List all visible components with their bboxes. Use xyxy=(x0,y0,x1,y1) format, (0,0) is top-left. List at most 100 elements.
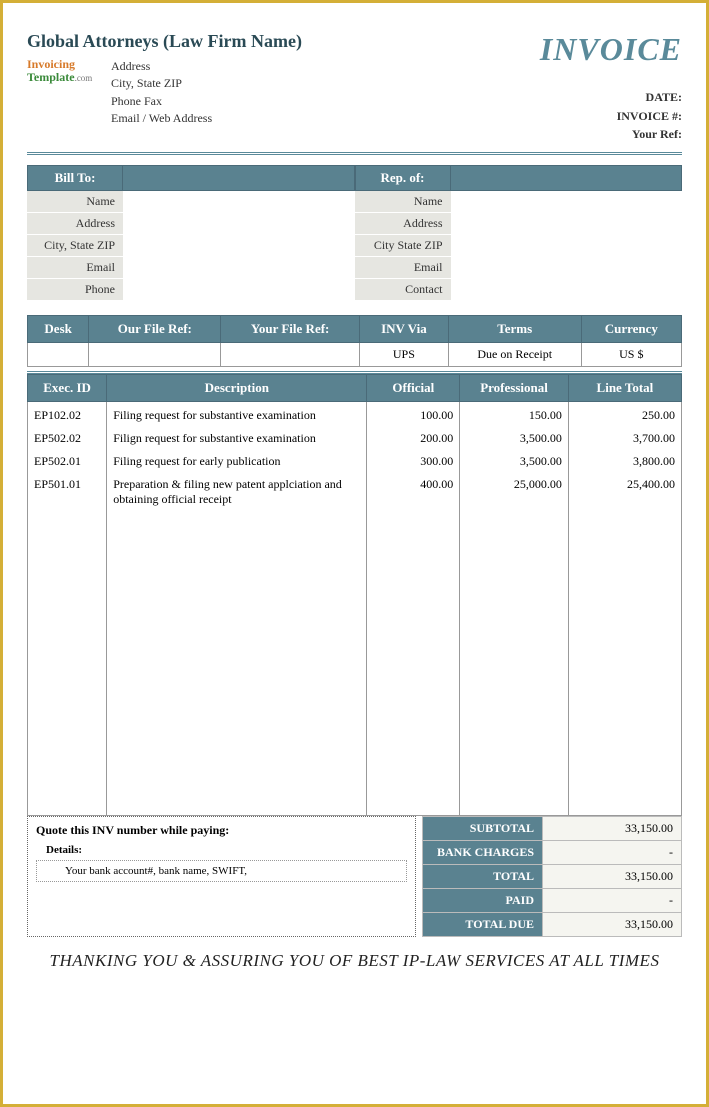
rep-of-field: Name xyxy=(355,191,451,213)
item-desc: Filing request for early publication xyxy=(107,450,367,473)
totals-lbl: TOTAL DUE xyxy=(423,913,543,937)
info-td xyxy=(221,342,360,366)
info-td: US $ xyxy=(581,342,681,366)
items-th: Line Total xyxy=(568,374,681,401)
bill-to-field: Email xyxy=(27,257,123,279)
bill-to-hdr-row: Bill To: xyxy=(27,165,355,191)
logo: Invoicing Template.com xyxy=(27,58,99,102)
item-official: 400.00 xyxy=(367,473,460,511)
item-total: 250.00 xyxy=(568,401,681,427)
bill-to-field: Name xyxy=(27,191,123,213)
rep-of-field: Email xyxy=(355,257,451,279)
rep-of-hdr: Rep. of: xyxy=(355,165,451,191)
meta-yourref-lbl: Your Ref: xyxy=(632,127,682,141)
totals-zone: Quote this INV number while paying: Deta… xyxy=(27,816,682,937)
totals-row: SUBTOTAL33,150.00 xyxy=(423,817,682,841)
item-row: EP102.02 Filing request for substantive … xyxy=(28,401,682,427)
quote-line2: Details: xyxy=(36,844,407,856)
item-exec: EP102.02 xyxy=(28,401,107,427)
totals-row: TOTAL DUE33,150.00 xyxy=(423,913,682,937)
info-table: Desk Our File Ref: Your File Ref: INV Vi… xyxy=(27,315,682,367)
items-th: Official xyxy=(367,374,460,401)
bill-to-col: Bill To: Name Address City, State ZIP Em… xyxy=(27,165,355,301)
item-desc: Filign request for substantive examinati… xyxy=(107,427,367,450)
items-table: Exec. ID Description Official Profession… xyxy=(27,374,682,817)
header-left: Global Attorneys (Law Firm Name) Invoici… xyxy=(27,31,540,144)
addr-line: Email / Web Address xyxy=(111,110,212,127)
bill-to-hdr: Bill To: xyxy=(27,165,123,191)
items-wrap: Exec. ID Description Official Profession… xyxy=(27,371,682,817)
info-th: Your File Ref: xyxy=(221,315,360,342)
item-total: 25,400.00 xyxy=(568,473,681,511)
item-desc: Filing request for substantive examinati… xyxy=(107,401,367,427)
item-total: 3,700.00 xyxy=(568,427,681,450)
items-spacer xyxy=(28,511,682,816)
addr-line: Address xyxy=(111,58,212,75)
totals-lbl: TOTAL xyxy=(423,865,543,889)
item-row: EP502.02 Filign request for substantive … xyxy=(28,427,682,450)
item-exec: EP501.01 xyxy=(28,473,107,511)
item-professional: 3,500.00 xyxy=(460,450,569,473)
totals-lbl: SUBTOTAL xyxy=(423,817,543,841)
info-header-row: Desk Our File Ref: Your File Ref: INV Vi… xyxy=(28,315,682,342)
bill-to-field: Phone xyxy=(27,279,123,301)
items-th: Exec. ID xyxy=(28,374,107,401)
item-professional: 150.00 xyxy=(460,401,569,427)
item-official: 300.00 xyxy=(367,450,460,473)
addr-line: Phone Fax xyxy=(111,93,212,110)
info-td xyxy=(89,342,221,366)
firm-name: Global Attorneys (Law Firm Name) xyxy=(27,31,540,52)
hdr-pad xyxy=(451,165,683,191)
items-body: EP102.02 Filing request for substantive … xyxy=(28,401,682,816)
totals-lbl: PAID xyxy=(423,889,543,913)
items-header-row: Exec. ID Description Official Profession… xyxy=(28,374,682,401)
info-td: UPS xyxy=(359,342,448,366)
item-exec: EP502.02 xyxy=(28,427,107,450)
totals-lbl: BANK CHARGES xyxy=(423,841,543,865)
items-th: Professional xyxy=(460,374,569,401)
quote-line1: Quote this INV number while paying: xyxy=(36,823,407,838)
logo-address-row: Invoicing Template.com Address City, Sta… xyxy=(27,58,540,128)
quote-box: Quote this INV number while paying: Deta… xyxy=(27,816,416,937)
header-right: INVOICE DATE: INVOICE #: Your Ref: xyxy=(540,31,682,144)
bill-to-fields: Name Address City, State ZIP Email Phone xyxy=(27,191,355,301)
item-exec: EP502.01 xyxy=(28,450,107,473)
item-professional: 3,500.00 xyxy=(460,427,569,450)
item-desc: Preparation & filing new patent applciat… xyxy=(107,473,367,511)
info-td: Due on Receipt xyxy=(448,342,581,366)
meta-rows: DATE: INVOICE #: Your Ref: xyxy=(540,88,682,144)
item-official: 100.00 xyxy=(367,401,460,427)
footer-note: THANKING YOU & ASSURING YOU OF BEST IP-L… xyxy=(27,951,682,971)
rep-of-col: Rep. of: Name Address City State ZIP Ema… xyxy=(355,165,683,301)
totals-val: - xyxy=(543,841,682,865)
items-th: Description xyxy=(107,374,367,401)
meta-date: DATE: xyxy=(540,88,682,107)
logo-line2: Template xyxy=(27,70,75,84)
rep-of-field: Address xyxy=(355,213,451,235)
address-lines: Address City, State ZIP Phone Fax Email … xyxy=(111,58,212,128)
info-th: Our File Ref: xyxy=(89,315,221,342)
quote-line3: Your bank account#, bank name, SWIFT, xyxy=(36,860,407,882)
meta-invnum: INVOICE #: xyxy=(540,107,682,126)
meta-date-lbl: DATE: xyxy=(646,90,682,104)
info-row: UPS Due on Receipt US $ xyxy=(28,342,682,366)
item-total: 3,800.00 xyxy=(568,450,681,473)
info-th: Currency xyxy=(581,315,681,342)
logo-line1: Invoicing xyxy=(27,57,75,71)
info-th: Desk xyxy=(28,315,89,342)
rep-of-hdr-row: Rep. of: xyxy=(355,165,683,191)
totals-row: BANK CHARGES- xyxy=(423,841,682,865)
header: Global Attorneys (Law Firm Name) Invoici… xyxy=(27,31,682,144)
hdr-pad xyxy=(123,165,355,191)
totals-table: SUBTOTAL33,150.00 BANK CHARGES- TOTAL33,… xyxy=(422,816,682,937)
info-th: Terms xyxy=(448,315,581,342)
bill-to-field: Address xyxy=(27,213,123,235)
info-th: INV Via xyxy=(359,315,448,342)
invoice-title: INVOICE xyxy=(540,31,682,68)
totals-row: TOTAL33,150.00 xyxy=(423,865,682,889)
totals-row: PAID- xyxy=(423,889,682,913)
meta-yourref: Your Ref: xyxy=(540,125,682,144)
meta-invnum-lbl: INVOICE #: xyxy=(617,109,682,123)
item-official: 200.00 xyxy=(367,427,460,450)
addr-line: City, State ZIP xyxy=(111,75,212,92)
